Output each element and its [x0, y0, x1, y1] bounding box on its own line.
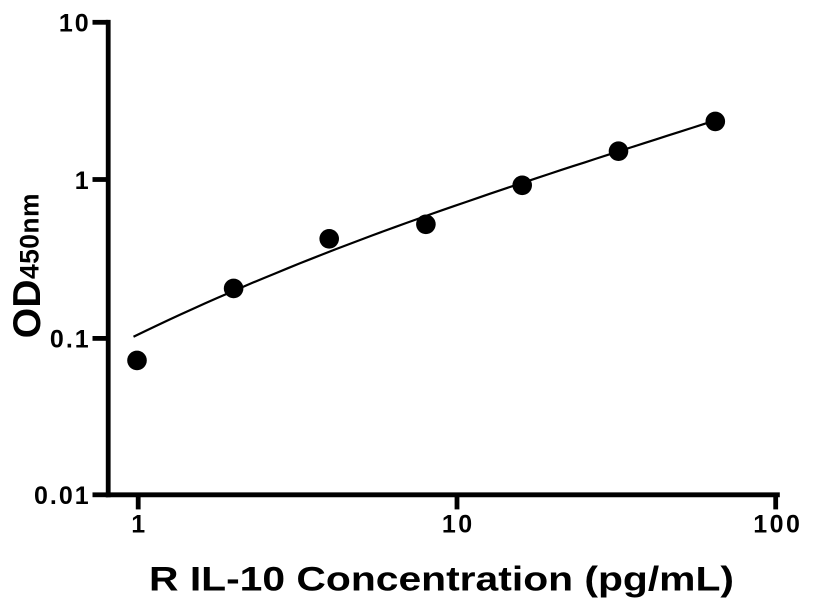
- svg-text:100: 100: [753, 511, 802, 539]
- svg-text:R IL-10 Concentration (pg/mL): R IL-10 Concentration (pg/mL): [149, 561, 734, 599]
- svg-text:1: 1: [131, 511, 147, 539]
- svg-text:0.01: 0.01: [34, 482, 91, 510]
- svg-text:OD450nm: OD450nm: [6, 193, 49, 338]
- svg-text:10: 10: [442, 511, 475, 539]
- svg-text:0.1: 0.1: [50, 326, 91, 354]
- svg-text:10: 10: [59, 10, 91, 38]
- svg-text:1: 1: [75, 167, 91, 195]
